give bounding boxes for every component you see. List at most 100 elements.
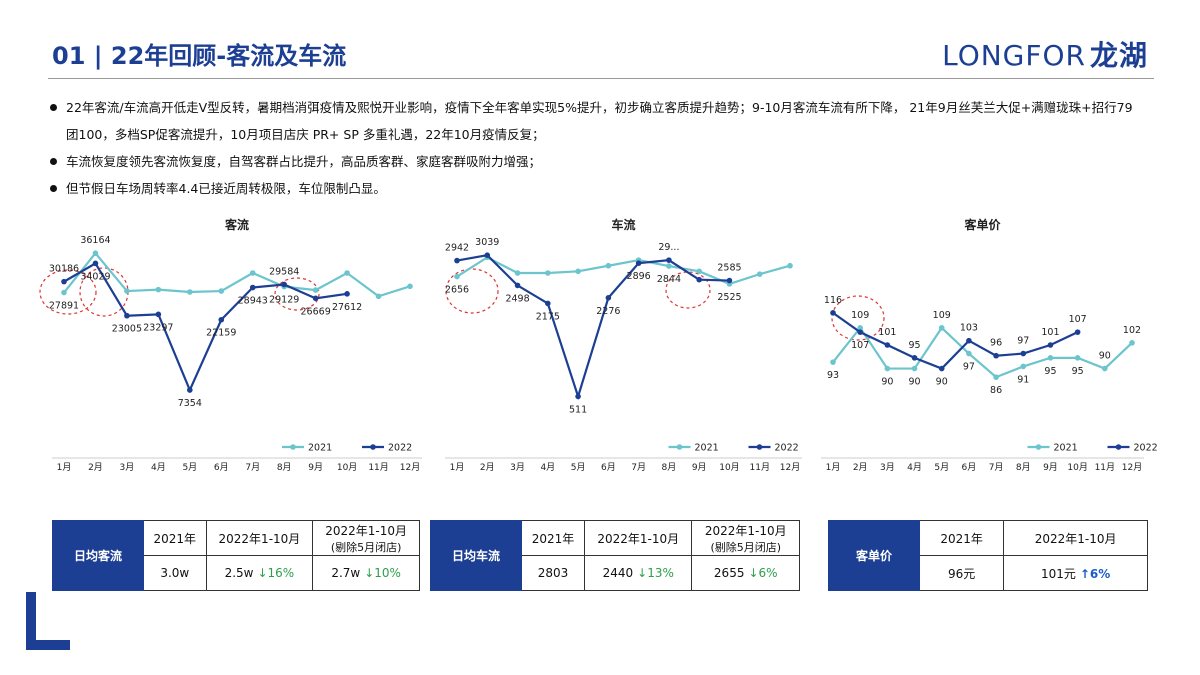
legend-marker (1115, 444, 1122, 450)
data-label: 27891 (49, 301, 79, 312)
point (884, 365, 891, 372)
x-tick-label: 1月 (826, 462, 841, 473)
data-label: 2942 (445, 243, 469, 254)
table-cell: 2655 ↓6% (691, 555, 800, 591)
data-label: 95 (1044, 366, 1056, 377)
data-label: 107 (1069, 314, 1087, 325)
data-label: 2525 (717, 292, 741, 303)
x-tick-label: 8月 (662, 462, 677, 473)
data-label: 91 (1017, 374, 1029, 385)
x-tick-label: 9月 (308, 462, 323, 473)
table-label: 客单价 (828, 520, 920, 591)
legend-marker (370, 444, 376, 450)
table-cell: 3.0w (143, 555, 207, 591)
data-label: 102 (1123, 325, 1141, 336)
cell-value: 96元 (947, 566, 976, 581)
data-label: 2656 (445, 285, 469, 296)
point (514, 282, 521, 289)
data-label: 109 (933, 310, 951, 321)
data-label: 90 (908, 377, 920, 388)
legend-label: 2022 (775, 443, 799, 454)
data-label: 101 (1041, 327, 1059, 338)
x-tick-label: 9月 (692, 462, 707, 473)
x-tick-label: 12月 (1122, 462, 1142, 473)
header-line: 2022年1-10月 (1034, 531, 1117, 546)
point (281, 281, 287, 288)
chart-title: 车流 (611, 217, 635, 232)
x-tick-label: 8月 (1016, 462, 1031, 473)
point (696, 268, 702, 275)
point (92, 250, 99, 257)
point (187, 289, 193, 295)
cell-value: 3.0w (160, 566, 190, 580)
table-header: 2022年1-10月 (205, 520, 314, 556)
x-tick-label: 3月 (880, 462, 895, 473)
point (1074, 329, 1081, 335)
header-line: 2021年 (153, 531, 197, 546)
data-label: 86 (990, 385, 1002, 396)
data-label: 101 (878, 327, 896, 338)
data-label: 107 (851, 340, 869, 351)
x-tick-label: 2月 (853, 462, 868, 473)
highlight-circle (831, 295, 885, 341)
line (832, 311, 1079, 370)
point (545, 270, 551, 276)
line (832, 325, 1133, 379)
point (605, 262, 612, 269)
point (375, 293, 382, 300)
data-label: 95 (908, 340, 920, 351)
point (993, 352, 999, 359)
point (756, 271, 763, 277)
table-cell: 2.5w ↓16% (205, 555, 314, 591)
legend-label: 2021 (695, 443, 719, 454)
table-header: 2022年1-10月 (583, 520, 693, 556)
cell-change: ↓10% (364, 566, 401, 580)
data-label: 23005 (112, 324, 142, 335)
table-row: 日均车流 2021年 2022年1-10月 2022年1-10月 (剔除5月闭店) (430, 520, 800, 591)
point (787, 262, 793, 269)
table-row: 客单价 2021年 2022年1-10月 (828, 520, 1148, 591)
data-label: 96 (990, 338, 1002, 349)
x-tick-label: 1月 (57, 462, 72, 473)
table-row: 2803 2440 ↓13% 2655 ↓6% (431, 555, 800, 591)
x-tick-label: 6月 (601, 462, 616, 473)
data-label: 97 (963, 362, 975, 373)
data-label: 2175 (536, 311, 560, 322)
legend-label: 2021 (308, 443, 332, 454)
table-header: 2021年 (918, 520, 1005, 556)
data-label: 116 (824, 295, 842, 306)
line (63, 261, 348, 393)
chart-title: 客单价 (963, 217, 1001, 232)
cell-value: 2.7w (331, 566, 361, 580)
x-tick-label: 1月 (450, 462, 465, 473)
header-line: 2021年 (531, 531, 575, 546)
legend-marker (676, 444, 683, 450)
point (61, 289, 67, 296)
cell-change: ↓13% (637, 566, 674, 580)
data-label: 34029 (80, 271, 110, 282)
cell-change: ↑6% (1079, 566, 1111, 581)
header-line: 2021年 (940, 531, 983, 546)
point (666, 263, 672, 269)
point (1074, 355, 1081, 361)
legend-label: 2022 (1134, 443, 1158, 454)
point (514, 270, 521, 276)
data-label: 36164 (80, 235, 110, 246)
legend-label: 2022 (388, 443, 412, 454)
point (1020, 350, 1027, 357)
header-line: 2022年1-10月 (597, 531, 680, 546)
line (456, 256, 791, 286)
point (1047, 342, 1054, 348)
data-label: 29584 (269, 266, 299, 277)
data-label: 2585 (717, 263, 741, 274)
header-line: 2022年1-10月 (704, 523, 787, 538)
point (155, 311, 162, 318)
x-tick-label: 5月 (934, 462, 949, 473)
point (696, 276, 702, 283)
table-row: 3.0w 2.5w ↓16% 2.7w ↓10% (53, 555, 420, 591)
corner-mark (26, 592, 36, 650)
chart-title: 客流 (224, 217, 249, 232)
data-label: 23297 (143, 322, 173, 333)
point (124, 288, 130, 294)
